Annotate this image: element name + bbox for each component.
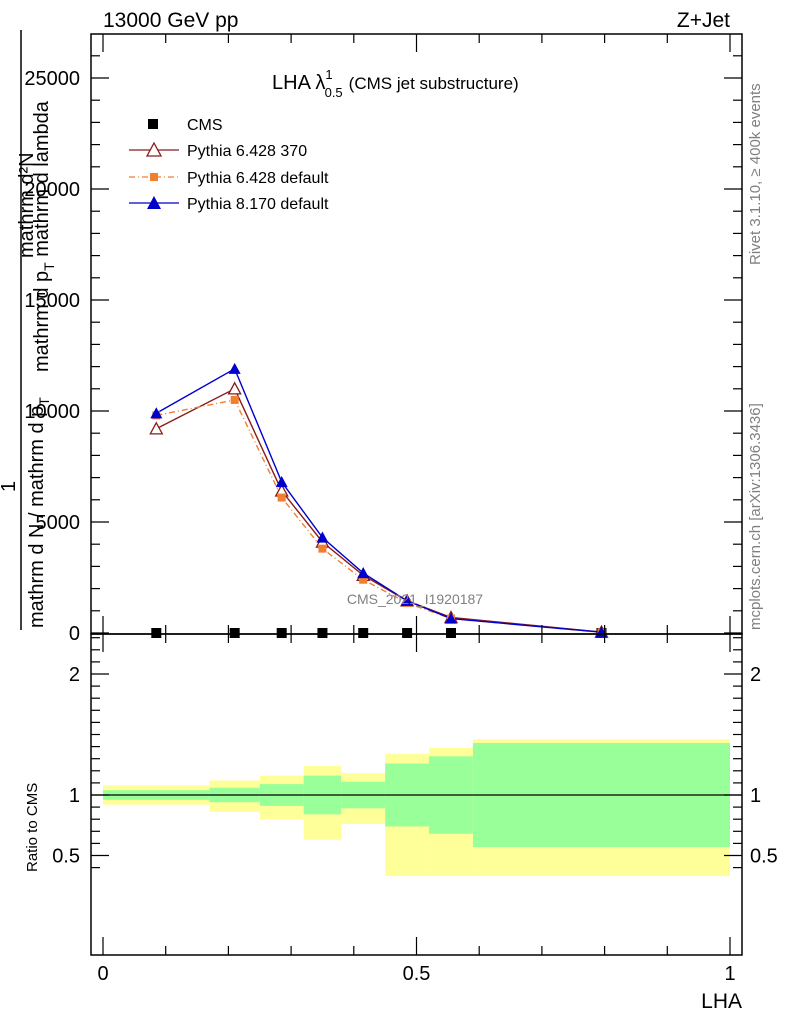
ratio-panel: 0 0.5 1 0.5 0.5 1 1 2 2 Ratio to CMS LHA [24,34,778,1013]
series-3-point-3 [316,531,329,543]
main-y-tick-label-5: 25000 [24,68,80,90]
y-label-one: 1 [0,481,20,492]
main-panel: 0 5000 10000 15000 20000 25000 CMS_2021_I1920… [0,30,743,645]
series-3-point-6 [444,612,457,624]
series-0-point-0 [151,628,162,638]
ratio-y-label: Ratio to CMS [24,783,41,872]
legend-label-py6-370: Pythia 6.428 370 [187,143,307,160]
x-tick-label-2: 1 [724,963,735,985]
main-y-tick-label-0: 0 [69,623,80,645]
mcplots-label: mcplots.cern.ch [arXiv:1306.3436] [747,403,764,630]
rivet-label: Rivet 3.1.10, ≥ 400k events [747,83,764,265]
ratio-y-tick-label-right-1: 1 [750,785,761,807]
ratio-bands [103,739,730,877]
header-right: Z+Jet [677,9,730,32]
main-y-tick-label-3: 15000 [24,290,80,312]
series-1-point-0 [149,421,164,435]
ratio-y-tick-label-left-1: 1 [69,785,80,807]
header-left: 13000 GeV pp [103,9,238,32]
main-y-tick-label-4: 20000 [24,179,80,201]
series-3-point-4 [357,567,370,579]
series-2-point-4 [359,575,368,584]
main-y-axis-label: mathrm d²N mathrm d pT mathrm d lambda 1… [0,30,57,630]
ratio-y-tick-label-right-0: 0.5 [750,846,778,868]
series-3-point-0 [150,407,163,419]
x-tick-label-0: 0 [97,963,108,985]
series-0-point-4 [358,628,369,638]
series-line-3 [155,367,602,633]
plot-title: LHA λ1 0.5 (CMS jet substructure) [272,67,519,100]
legend-label-py8-default: Pythia 8.170 default [187,196,329,213]
x-tick-label-1: 0.5 [403,963,431,985]
main-ticks: 0 5000 10000 15000 20000 25000 [24,55,742,645]
legend-marker-py8-default [147,196,161,209]
y-label-bottom: mathrm d N / mathrm d pT [26,397,52,628]
legend: CMS Pythia 6.428 370 Pythia 6.428 defaul… [129,117,329,213]
series-0-point-6 [445,628,456,638]
series-2-point-2 [277,493,286,502]
ratio-y-tick-label-left-0: 0.5 [52,846,80,868]
series-line-1 [155,387,602,633]
series-0-point-2 [276,628,287,638]
ratio-y-tick-label-right-2: 2 [750,664,761,686]
main-y-tick-label-2: 10000 [24,401,80,423]
ratio-ticks: 0 0.5 1 0.5 0.5 1 1 2 2 [52,34,778,985]
series-3-point-5 [401,594,414,606]
analysis-watermark: CMS_2021_I1920187 [347,591,483,607]
series-3-point-2 [275,476,288,488]
legend-label-cms: CMS [187,117,223,134]
x-axis-label: LHA [701,990,742,1013]
series-0-point-5 [402,628,413,638]
series-3-point-1 [228,362,241,374]
legend-marker-py6-370 [145,141,163,157]
series-2-point-1 [230,395,239,404]
main-y-tick-label-1: 5000 [36,512,81,534]
y-label-top-tail: mathrm d pT mathrm d lambda [31,100,57,372]
series-2-point-3 [318,544,327,553]
ratio-y-tick-label-left-2: 2 [69,664,80,686]
legend-label-py6-default: Pythia 6.428 default [187,170,329,187]
legend-marker-py6-default [150,173,158,181]
series-1-point-1 [227,381,242,395]
series-0-point-1 [229,628,240,638]
legend-marker-cms [148,119,158,129]
series-0-point-3 [317,628,328,638]
main-data-layer [149,362,609,638]
